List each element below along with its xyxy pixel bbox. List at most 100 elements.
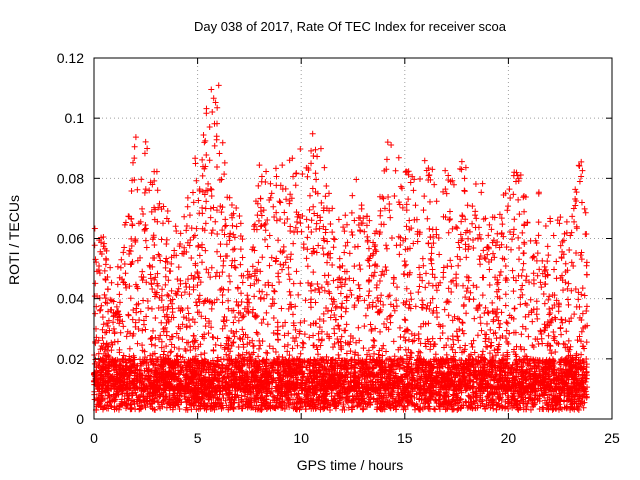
data-point xyxy=(518,286,525,293)
data-point xyxy=(539,257,546,264)
data-point xyxy=(172,223,179,230)
data-point xyxy=(279,266,286,273)
data-point xyxy=(259,288,266,295)
data-point xyxy=(412,303,419,310)
data-point xyxy=(212,218,219,225)
data-point xyxy=(341,281,348,288)
data-point xyxy=(313,176,320,183)
data-point xyxy=(507,228,514,235)
data-point xyxy=(500,191,507,198)
data-point xyxy=(158,344,165,351)
data-point xyxy=(301,317,308,324)
data-point xyxy=(182,280,189,287)
data-point xyxy=(367,252,374,259)
data-point xyxy=(325,272,332,279)
data-point xyxy=(341,228,348,235)
data-point xyxy=(578,256,585,263)
data-point xyxy=(225,337,232,344)
data-point xyxy=(366,217,373,224)
data-point xyxy=(533,257,540,264)
data-point xyxy=(356,262,363,269)
data-point xyxy=(192,160,199,167)
data-point xyxy=(510,191,517,198)
data-point xyxy=(315,242,322,249)
data-point xyxy=(128,406,135,413)
data-point xyxy=(263,168,270,175)
data-point xyxy=(131,143,138,150)
data-point xyxy=(221,159,228,166)
data-point xyxy=(367,321,374,328)
data-point xyxy=(187,347,194,354)
data-point xyxy=(454,253,461,260)
data-point xyxy=(267,194,274,201)
data-point xyxy=(399,204,406,211)
data-point xyxy=(364,305,371,312)
data-point xyxy=(253,329,260,336)
data-point xyxy=(485,232,492,239)
data-point xyxy=(233,328,240,335)
data-point xyxy=(91,225,98,232)
data-point xyxy=(137,308,144,315)
data-point xyxy=(553,258,560,265)
data-point xyxy=(545,332,552,339)
data-point xyxy=(576,303,583,310)
data-point xyxy=(579,310,586,317)
data-point xyxy=(435,234,442,241)
data-point xyxy=(355,324,362,331)
data-point xyxy=(463,254,470,261)
data-point xyxy=(320,251,327,258)
data-point xyxy=(262,227,269,234)
data-point xyxy=(231,257,238,264)
data-point xyxy=(516,244,523,251)
data-point xyxy=(342,327,349,334)
data-point xyxy=(416,264,423,271)
data-point xyxy=(505,405,512,412)
data-point xyxy=(378,345,385,352)
data-point xyxy=(534,272,541,279)
data-point xyxy=(256,288,263,295)
data-point xyxy=(496,272,503,279)
data-point xyxy=(479,348,486,355)
data-point xyxy=(521,208,528,215)
data-point xyxy=(226,272,233,279)
data-point xyxy=(349,192,356,199)
data-point xyxy=(477,253,484,260)
data-point xyxy=(356,337,363,344)
data-point xyxy=(416,283,423,290)
data-point xyxy=(146,262,153,269)
data-point xyxy=(144,297,151,304)
data-point xyxy=(234,285,241,292)
data-point xyxy=(357,266,364,273)
data-point xyxy=(527,237,534,244)
data-point xyxy=(150,327,157,334)
data-point xyxy=(207,205,214,212)
data-point xyxy=(533,311,540,318)
data-point xyxy=(361,228,368,235)
data-point xyxy=(273,209,280,216)
data-point xyxy=(122,270,129,277)
data-point xyxy=(468,340,475,347)
data-point xyxy=(371,269,378,276)
data-point xyxy=(489,299,496,306)
data-point xyxy=(400,237,407,244)
data-point xyxy=(353,176,360,183)
data-point xyxy=(459,327,466,334)
data-point xyxy=(509,362,516,369)
data-point xyxy=(281,343,288,350)
data-point xyxy=(188,406,195,413)
data-point xyxy=(550,335,557,342)
data-point xyxy=(383,348,390,355)
data-point xyxy=(479,180,486,187)
data-point xyxy=(116,299,123,306)
data-point xyxy=(240,331,247,338)
data-point xyxy=(263,309,270,316)
data-point xyxy=(258,212,265,219)
data-point xyxy=(230,339,237,346)
data-point xyxy=(92,256,99,263)
data-point xyxy=(450,181,457,188)
data-point xyxy=(395,154,402,161)
data-point xyxy=(184,194,191,201)
data-point xyxy=(195,296,202,303)
data-point xyxy=(239,279,246,286)
data-point xyxy=(215,82,222,89)
